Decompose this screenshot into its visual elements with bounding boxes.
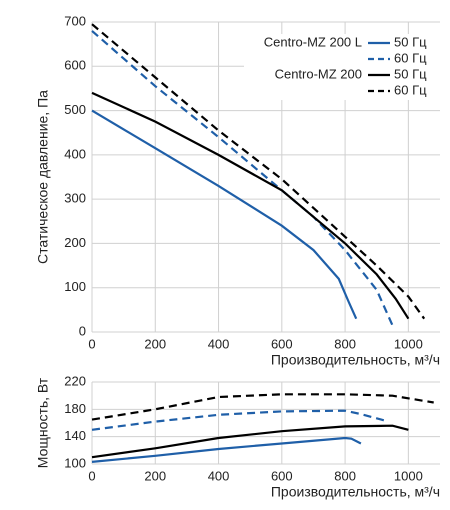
x-tick-label: 0 xyxy=(88,336,95,351)
x-tick-label: 1000 xyxy=(394,336,423,351)
line xyxy=(91,393,434,421)
y-tick-label: 100 xyxy=(64,279,86,294)
x-tick-label: 200 xyxy=(144,468,166,483)
legend-label: 60 Гц xyxy=(394,50,427,65)
y-axis-title: Мощность, Вт xyxy=(35,377,51,468)
line xyxy=(91,30,394,326)
y-tick-label: 300 xyxy=(64,191,86,206)
x-tick-label: 600 xyxy=(271,468,293,483)
legend-label: 50 Гц xyxy=(394,66,427,81)
y-tick-label: 200 xyxy=(64,235,86,250)
x-tick-label: 800 xyxy=(334,336,356,351)
line xyxy=(91,109,358,320)
y-tick-label: 700 xyxy=(64,13,86,28)
x-tick-label: 600 xyxy=(271,336,293,351)
line xyxy=(91,23,426,320)
y-tick-label: 0 xyxy=(79,323,86,338)
x-tick-label: 0 xyxy=(88,468,95,483)
legend-label: 60 Гц xyxy=(394,82,427,97)
y-tick-label: 400 xyxy=(64,146,86,161)
x-tick-label: 1000 xyxy=(394,468,423,483)
x-axis-title: Производительность, м³/ч xyxy=(271,352,440,368)
x-tick-label: 200 xyxy=(144,336,166,351)
line xyxy=(91,436,362,463)
line xyxy=(91,91,410,320)
legend-box xyxy=(244,34,440,100)
x-tick-label: 800 xyxy=(334,468,356,483)
x-tick-label: 400 xyxy=(208,468,230,483)
legend-label: 50 Гц xyxy=(394,34,427,49)
line xyxy=(91,424,409,459)
legend-group: Centro-MZ 200 L xyxy=(264,34,362,49)
x-tick-label: 400 xyxy=(208,336,230,351)
legend-group: Centro-MZ 200 xyxy=(275,66,362,81)
y-tick-label: 500 xyxy=(64,102,86,117)
y-tick-label: 140 xyxy=(64,428,86,443)
y-tick-label: 220 xyxy=(64,373,86,388)
y-tick-label: 600 xyxy=(64,58,86,73)
y-tick-label: 180 xyxy=(64,401,86,416)
y-axis-title: Статическое давление, Па xyxy=(35,90,51,264)
x-axis-title: Производительность, м³/ч xyxy=(271,484,440,500)
y-tick-label: 100 xyxy=(64,455,86,470)
